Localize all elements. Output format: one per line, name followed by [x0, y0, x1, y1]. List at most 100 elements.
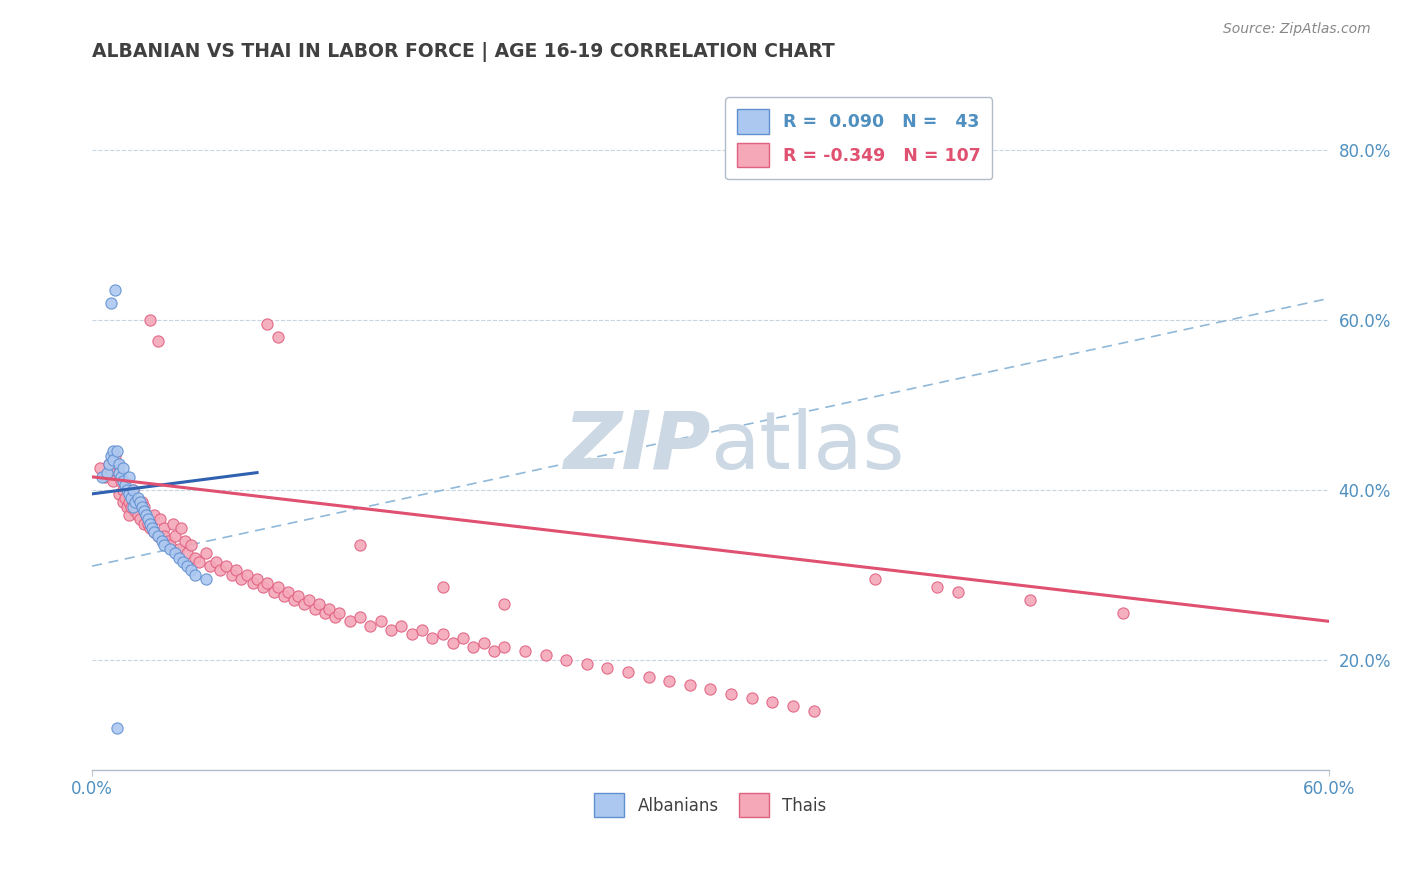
Point: [294, 597, 316, 611]
Point: [153, 521, 176, 535]
Point: [215, 559, 238, 574]
Point: [229, 572, 252, 586]
Point: [401, 627, 423, 641]
Point: [273, 589, 295, 603]
Point: [124, 504, 146, 518]
Point: [679, 678, 702, 692]
Point: [101, 453, 124, 467]
Point: [104, 283, 127, 297]
Text: Source: ZipAtlas.com: Source: ZipAtlas.com: [1223, 22, 1371, 37]
Point: [105, 457, 128, 471]
Point: [93, 470, 115, 484]
Point: [266, 329, 288, 343]
Point: [256, 576, 278, 591]
Point: [139, 312, 162, 326]
Point: [339, 615, 361, 629]
Point: [617, 665, 640, 680]
Point: [575, 657, 598, 671]
Point: [263, 584, 285, 599]
Point: [596, 661, 619, 675]
Point: [159, 542, 181, 557]
Text: ZIP: ZIP: [562, 408, 710, 485]
Point: [159, 538, 181, 552]
Point: [122, 500, 145, 514]
Point: [143, 525, 166, 540]
Point: [411, 623, 433, 637]
Point: [108, 466, 131, 480]
Point: [172, 555, 194, 569]
Point: [266, 580, 288, 594]
Point: [242, 576, 264, 591]
Point: [132, 516, 155, 531]
Point: [194, 572, 217, 586]
Point: [180, 538, 202, 552]
Point: [135, 508, 157, 522]
Point: [112, 461, 135, 475]
Point: [420, 632, 443, 646]
Point: [157, 533, 180, 548]
Point: [163, 546, 186, 560]
Point: [170, 521, 193, 535]
Point: [252, 580, 274, 594]
Point: [127, 491, 149, 505]
Point: [328, 606, 350, 620]
Point: [184, 567, 207, 582]
Point: [120, 500, 142, 514]
Point: [105, 721, 128, 735]
Point: [101, 474, 124, 488]
Point: [325, 610, 347, 624]
Point: [167, 542, 190, 557]
Point: [283, 593, 305, 607]
Point: [89, 461, 111, 475]
Point: [163, 529, 186, 543]
Point: [534, 648, 557, 663]
Point: [108, 466, 131, 480]
Point: [188, 555, 211, 569]
Point: [865, 572, 887, 586]
Point: [359, 618, 381, 632]
Point: [946, 584, 969, 599]
Point: [349, 538, 371, 552]
Point: [555, 652, 578, 666]
Point: [149, 512, 172, 526]
Point: [118, 487, 141, 501]
Point: [277, 584, 299, 599]
Point: [91, 470, 114, 484]
Point: [118, 508, 141, 522]
Point: [463, 640, 485, 654]
Point: [112, 495, 135, 509]
Point: [101, 444, 124, 458]
Point: [153, 538, 176, 552]
Point: [120, 491, 142, 505]
Point: [205, 555, 228, 569]
Point: [146, 529, 169, 543]
Point: [221, 567, 243, 582]
Point: [150, 533, 173, 548]
Point: [720, 686, 742, 700]
Point: [513, 644, 536, 658]
Point: [1111, 606, 1133, 620]
Point: [132, 504, 155, 518]
Point: [699, 682, 721, 697]
Point: [112, 483, 135, 497]
Point: [441, 635, 464, 649]
Point: [136, 512, 159, 526]
Point: [637, 669, 659, 683]
Point: [146, 334, 169, 348]
Point: [494, 597, 516, 611]
Point: [114, 478, 136, 492]
Point: [153, 529, 176, 543]
Point: [143, 525, 166, 540]
Point: [122, 483, 145, 497]
Point: [304, 601, 326, 615]
Point: [131, 500, 153, 514]
Point: [1019, 593, 1042, 607]
Point: [184, 550, 207, 565]
Point: [100, 295, 122, 310]
Point: [235, 567, 257, 582]
Point: [318, 601, 340, 615]
Point: [741, 690, 763, 705]
Point: [176, 559, 198, 574]
Point: [162, 516, 184, 531]
Point: [297, 593, 319, 607]
